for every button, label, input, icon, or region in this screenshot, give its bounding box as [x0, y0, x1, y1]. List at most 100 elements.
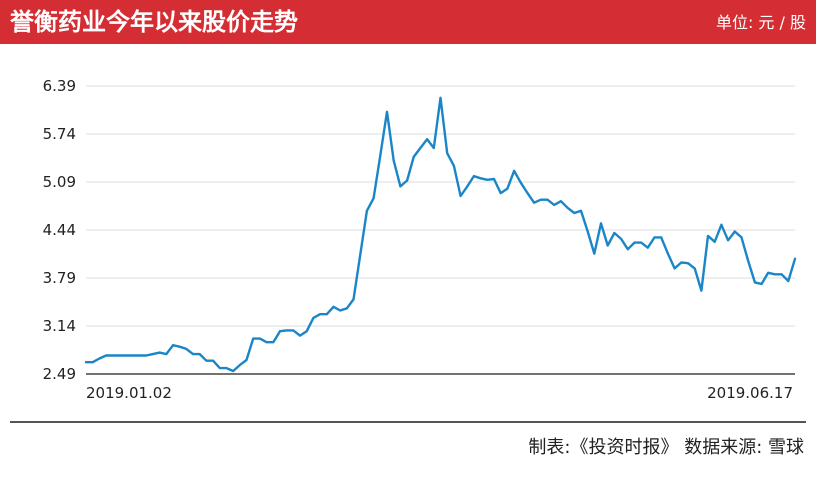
data-point-39: [345, 307, 348, 310]
data-point-76: [593, 252, 596, 255]
price-series-points: [85, 96, 796, 372]
data-point-40: [352, 298, 355, 301]
data-point-3: [105, 354, 108, 357]
data-point-0: [85, 361, 87, 364]
data-point-13: [172, 344, 174, 347]
data-point-60: [486, 178, 489, 181]
data-point-42: [365, 209, 368, 212]
data-point-1: [91, 361, 94, 364]
data-point-93: [707, 234, 709, 237]
data-point-105: [787, 280, 790, 282]
data-point-85: [653, 236, 656, 239]
data-point-68: [539, 198, 542, 201]
data-point-28: [272, 341, 275, 344]
data-point-58: [472, 175, 475, 178]
data-point-15: [185, 347, 188, 350]
data-point-2: [98, 357, 101, 360]
y-tick-label-6: 2.49: [43, 365, 76, 383]
data-point-29: [279, 330, 281, 333]
data-point-36: [325, 313, 328, 316]
data-point-106: [794, 257, 796, 260]
data-point-86: [660, 236, 663, 239]
data-point-12: [165, 353, 168, 356]
data-point-32: [299, 334, 301, 337]
data-point-46: [392, 159, 395, 162]
data-point-8: [138, 354, 141, 357]
source-note: 制表:《投资时报》 数据来源: 雪球: [528, 437, 804, 458]
data-point-54: [446, 152, 449, 155]
data-point-21: [225, 367, 228, 370]
data-point-50: [419, 147, 422, 149]
data-point-103: [773, 273, 776, 276]
y-axis-tick-labels: 6.39 5.74 5.09 4.44 3.79 3.14 2.49: [43, 77, 76, 383]
y-tick-label-4: 3.79: [43, 269, 76, 287]
data-point-64: [513, 169, 516, 172]
data-point-44: [379, 154, 382, 157]
data-point-71: [559, 200, 562, 203]
data-point-16: [192, 353, 194, 356]
data-point-90: [687, 262, 689, 265]
data-point-31: [292, 329, 295, 332]
data-point-72: [566, 206, 569, 209]
data-point-82: [633, 241, 636, 244]
data-point-67: [533, 201, 536, 204]
data-point-96: [727, 239, 730, 242]
grid-lines: [86, 85, 795, 375]
data-point-26: [258, 337, 261, 340]
data-point-99: [747, 260, 750, 262]
data-point-78: [606, 244, 609, 247]
chart-title: 誉衡药业今年以来股价走势: [10, 8, 298, 36]
data-point-47: [399, 185, 402, 188]
x-axis-end-date: 2019.06.17: [707, 384, 793, 402]
data-point-51: [426, 138, 429, 141]
data-point-43: [372, 197, 375, 200]
data-point-104: [780, 273, 783, 276]
y-tick-label-0: 6.39: [43, 77, 76, 95]
data-point-49: [412, 155, 415, 158]
data-point-61: [493, 178, 495, 180]
data-point-75: [586, 230, 589, 233]
data-point-48: [406, 179, 409, 182]
title-bar: 誉衡药业今年以来股价走势 单位: 元 / 股: [0, 0, 816, 44]
data-point-25: [252, 337, 255, 340]
data-point-35: [319, 313, 322, 316]
data-point-37: [332, 305, 335, 308]
data-point-33: [305, 330, 308, 333]
data-point-9: [145, 354, 148, 357]
data-point-80: [620, 237, 623, 240]
data-point-89: [680, 261, 683, 264]
data-point-14: [178, 345, 181, 348]
data-point-10: [151, 353, 154, 356]
data-point-70: [553, 203, 556, 206]
data-point-57: [466, 185, 469, 188]
data-point-6: [125, 354, 128, 357]
line-chart: 6.395.745.094.443.793.142.49 2019.01.02 …: [43, 77, 797, 402]
y-tick-label-5: 3.14: [43, 317, 76, 335]
data-point-24: [245, 359, 248, 361]
data-point-17: [198, 353, 201, 356]
data-point-34: [312, 316, 315, 319]
footer-divider: [10, 421, 806, 423]
data-point-20: [218, 367, 221, 370]
data-point-101: [760, 282, 763, 285]
x-axis-start-date: 2019.01.02: [86, 384, 172, 402]
data-point-79: [613, 232, 616, 234]
data-point-52: [432, 147, 435, 149]
y-tick-label-3: 4.44: [43, 221, 76, 239]
price-series-line: [84, 96, 797, 373]
data-point-22: [232, 370, 235, 372]
data-point-77: [600, 222, 602, 225]
data-point-5: [118, 354, 121, 357]
data-point-73: [573, 212, 576, 214]
y-tick-label-2: 5.09: [43, 173, 76, 191]
y-tick-label-1: 5.74: [43, 125, 76, 143]
data-point-27: [265, 341, 268, 344]
data-point-4: [111, 354, 114, 357]
data-point-87: [666, 252, 669, 255]
data-point-11: [158, 351, 161, 354]
data-point-66: [526, 192, 529, 195]
data-point-45: [386, 110, 388, 113]
data-point-30: [285, 329, 288, 332]
data-point-88: [673, 267, 676, 270]
data-point-56: [459, 195, 462, 197]
